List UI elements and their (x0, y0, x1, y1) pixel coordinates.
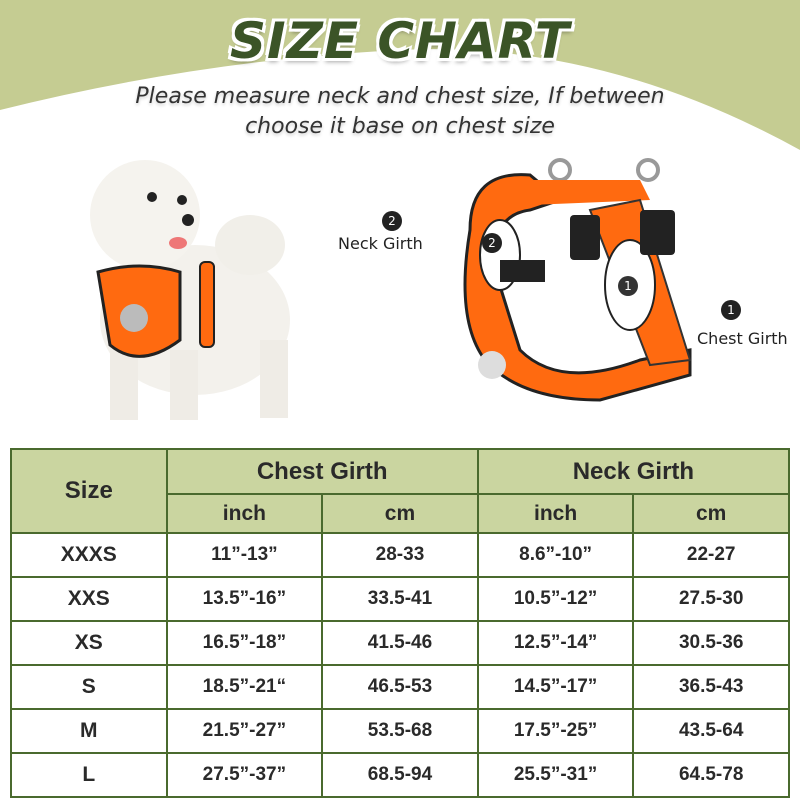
table-row: XS 16.5”-18” 41.5-46 12.5”-14” 30.5-36 (10, 620, 790, 666)
neck-cm-cell: 22-27 (632, 532, 790, 578)
table-row: XXXS 11”-13” 28-33 8.6”-10” 22-27 (10, 532, 790, 578)
neck-girth-marker-on-harness: 2 (482, 233, 502, 253)
table-row: XXS 13.5”-16” 33.5-41 10.5”-12” 27.5-30 (10, 576, 790, 622)
header-band (0, 0, 800, 150)
table-row: L 27.5”-37” 68.5-94 25.5”-31” 64.5-78 (10, 752, 790, 798)
chest-cm-cell: 41.5-46 (321, 620, 479, 666)
page-title: SIZE CHART (229, 12, 571, 70)
size-header: Size (10, 448, 168, 534)
dog-image (90, 160, 290, 420)
table-row: M 21.5”-27” 53.5-68 17.5”-25” 43.5-64 (10, 708, 790, 754)
chest-inch-cell: 27.5”-37” (165, 752, 324, 798)
harness-image (463, 158, 692, 402)
chest-girth-header: Chest Girth (165, 447, 479, 496)
chest-cm-cell: 33.5-41 (321, 576, 479, 622)
chest-girth-marker-on-harness: 1 (618, 276, 638, 296)
size-cell: XXS (10, 576, 168, 622)
paw-icon (478, 351, 506, 379)
chest-cm-cell: 46.5-53 (321, 664, 479, 710)
chest-inch-cell: 18.5”-21“ (165, 664, 324, 710)
neck-inch-cell: 14.5”-17” (476, 664, 635, 710)
neck-cm-cell: 43.5-64 (632, 708, 790, 754)
buckle-icon (570, 215, 600, 260)
chest-cm-cell: 53.5-68 (321, 708, 479, 754)
chest-girth-marker: 1 (721, 300, 741, 320)
chest-inch-cell: 21.5”-27” (165, 708, 324, 754)
neck-cm-cell: 36.5-43 (632, 664, 790, 710)
chest-cm-cell: 68.5-94 (321, 752, 479, 798)
neck-inch-cell: 10.5”-12” (476, 576, 635, 622)
neck-cm-cell: 30.5-36 (632, 620, 790, 666)
table-row: S 18.5”-21“ 46.5-53 14.5”-17” 36.5-43 (10, 664, 790, 710)
neck-inch-cell: 17.5”-25” (476, 708, 635, 754)
neck-girth-marker: 2 (382, 211, 402, 231)
buckle-icon (640, 210, 675, 255)
neck-inch-cell: 8.6”-10” (476, 532, 635, 578)
neck-cm-cell: 27.5-30 (632, 576, 790, 622)
chest-inch-cell: 11”-13” (165, 532, 324, 578)
size-cell: L (10, 752, 168, 798)
neck-cm-cell: 64.5-78 (632, 752, 790, 798)
size-cell: XS (10, 620, 168, 666)
size-table: Size Chest Girth Neck Girth inch cm inch… (10, 447, 791, 798)
chest-cm-header: cm (321, 493, 479, 534)
subtitle-line-1: Please measure neck and chest size, If b… (135, 84, 665, 109)
chest-inch-header: inch (165, 493, 324, 534)
neck-inch-header: inch (476, 493, 635, 534)
neck-girth-header: Neck Girth (476, 447, 791, 496)
size-cell: M (10, 708, 168, 754)
background-illustration (0, 0, 800, 420)
neck-inch-cell: 25.5”-31” (476, 752, 635, 798)
chest-girth-label: Chest Girth (697, 329, 788, 348)
neck-inch-cell: 12.5”-14” (476, 620, 635, 666)
chest-inch-cell: 13.5”-16” (165, 576, 324, 622)
paw-icon (120, 304, 148, 332)
neck-cm-header: cm (632, 493, 790, 534)
chest-inch-cell: 16.5”-18” (165, 620, 324, 666)
size-cell: S (10, 664, 168, 710)
subtitle-line-2: choose it base on chest size (245, 114, 555, 139)
neck-girth-label: Neck Girth (338, 234, 423, 253)
size-cell: XXXS (10, 532, 168, 578)
chest-cm-cell: 28-33 (321, 532, 479, 578)
